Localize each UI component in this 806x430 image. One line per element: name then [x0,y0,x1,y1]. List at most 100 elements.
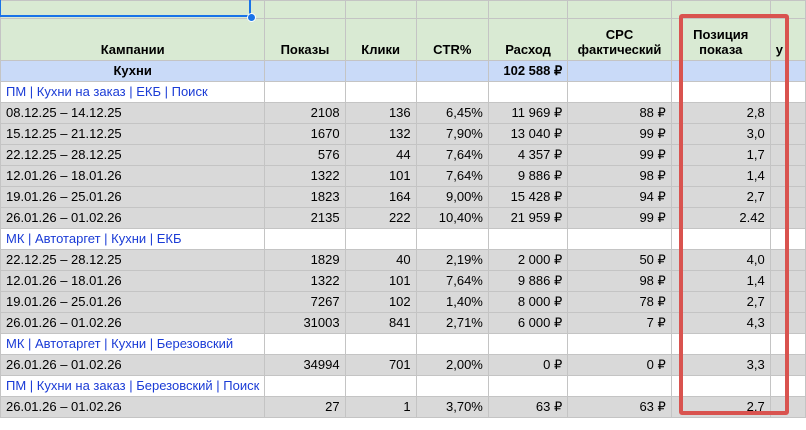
cpc-cell[interactable]: 99 ₽ [567,123,672,145]
cpc-cell[interactable]: 99 ₽ [567,207,672,229]
period-cell[interactable]: 22.12.25 – 28.12.25 [0,249,266,271]
header-extra[interactable]: у [769,18,806,61]
period-cell[interactable]: 22.12.25 – 28.12.25 [0,144,266,166]
spend-cell[interactable]: 8 000 ₽ [487,291,569,313]
campaign-name[interactable]: ПМ | Кухни на заказ | Березовский | Поис… [0,375,266,397]
position-cell[interactable]: 4,3 [670,312,771,334]
impressions-cell[interactable]: 1670 [264,123,346,145]
spend-cell[interactable]: 15 428 ₽ [487,186,569,208]
campaign-name[interactable]: МК | Автотаргет | Кухни | Березовский [0,333,266,355]
ctr-cell[interactable]: 6,45% [415,102,489,124]
position-cell[interactable]: 2.42 [670,207,771,229]
header-campaigns[interactable]: Кампании [0,18,266,61]
header-position[interactable]: Позиция показа [670,18,771,61]
period-cell[interactable]: 19.01.26 – 25.01.26 [0,291,266,313]
clicks-cell[interactable]: 1 [344,396,417,418]
ctr-cell[interactable]: 10,40% [415,207,489,229]
spend-cell[interactable]: 63 ₽ [487,396,569,418]
clicks-cell[interactable]: 101 [344,165,417,187]
period-cell[interactable]: 08.12.25 – 14.12.25 [0,102,266,124]
clicks-cell[interactable]: 101 [344,270,417,292]
impressions-cell[interactable]: 34994 [264,354,346,376]
header-spend[interactable]: Расход [487,18,569,61]
cpc-cell[interactable]: 88 ₽ [567,102,672,124]
ctr-cell[interactable]: 2,19% [415,249,489,271]
spend-cell[interactable]: 4 357 ₽ [487,144,569,166]
period-cell[interactable]: 15.12.25 – 21.12.25 [0,123,266,145]
clicks-cell[interactable]: 40 [344,249,417,271]
position-cell[interactable]: 1,7 [670,144,771,166]
clicks-cell[interactable]: 222 [344,207,417,229]
fill-handle[interactable] [247,13,256,22]
position-cell[interactable]: 2,7 [670,396,771,418]
spend-cell[interactable]: 0 ₽ [487,354,569,376]
position-cell[interactable]: 1,4 [670,165,771,187]
position-cell[interactable]: 1,4 [670,270,771,292]
clicks-cell[interactable]: 102 [344,291,417,313]
impressions-cell[interactable]: 576 [264,144,346,166]
clicks-cell[interactable]: 132 [344,123,417,145]
clicks-cell[interactable]: 841 [344,312,417,334]
position-cell[interactable]: 2,7 [670,291,771,313]
period-cell[interactable]: 26.01.26 – 01.02.26 [0,396,266,418]
cpc-cell[interactable]: 50 ₽ [567,249,672,271]
cpc-cell[interactable]: 98 ₽ [567,165,672,187]
spend-cell[interactable]: 9 886 ₽ [487,165,569,187]
position-cell[interactable]: 2,7 [670,186,771,208]
cpc-cell[interactable]: 99 ₽ [567,144,672,166]
impressions-cell[interactable]: 1322 [264,270,346,292]
impressions-cell[interactable]: 1322 [264,165,346,187]
position-cell[interactable]: 3,3 [670,354,771,376]
impressions-cell[interactable]: 2135 [264,207,346,229]
clicks-cell[interactable]: 164 [344,186,417,208]
position-cell[interactable]: 3,0 [670,123,771,145]
impressions-cell[interactable]: 7267 [264,291,346,313]
period-cell[interactable]: 19.01.26 – 25.01.26 [0,186,266,208]
ctr-cell[interactable]: 7,64% [415,270,489,292]
impressions-cell[interactable]: 1823 [264,186,346,208]
ctr-cell[interactable]: 1,40% [415,291,489,313]
spend-cell[interactable]: 6 000 ₽ [487,312,569,334]
period-cell[interactable]: 12.01.26 – 18.01.26 [0,165,266,187]
ctr-cell[interactable]: 2,00% [415,354,489,376]
impressions-cell[interactable]: 31003 [264,312,346,334]
campaign-name[interactable]: ПМ | Кухни на заказ | ЕКБ | Поиск [0,81,266,103]
spend-cell[interactable]: 11 969 ₽ [487,102,569,124]
spend-cell[interactable]: 13 040 ₽ [487,123,569,145]
header-impressions[interactable]: Показы [264,18,346,61]
header-cpc[interactable]: CPC фактический [567,18,672,61]
group-spend[interactable]: 102 588 ₽ [487,60,569,82]
ctr-cell[interactable]: 3,70% [415,396,489,418]
ctr-cell[interactable]: 7,90% [415,123,489,145]
header-clicks[interactable]: Клики [344,18,417,61]
group-name[interactable]: Кухни [0,60,266,82]
impressions-cell[interactable]: 2108 [264,102,346,124]
position-cell[interactable]: 2,8 [670,102,771,124]
cpc-cell[interactable]: 94 ₽ [567,186,672,208]
position-cell[interactable]: 4,0 [670,249,771,271]
clicks-cell[interactable]: 44 [344,144,417,166]
selected-cell[interactable] [0,0,266,19]
spend-cell[interactable]: 21 959 ₽ [487,207,569,229]
period-cell[interactable]: 12.01.26 – 18.01.26 [0,270,266,292]
period-cell[interactable]: 26.01.26 – 01.02.26 [0,207,266,229]
period-cell[interactable]: 26.01.26 – 01.02.26 [0,312,266,334]
cpc-cell[interactable]: 78 ₽ [567,291,672,313]
cpc-cell[interactable]: 98 ₽ [567,270,672,292]
impressions-cell[interactable]: 1829 [264,249,346,271]
cpc-cell[interactable]: 7 ₽ [567,312,672,334]
ctr-cell[interactable]: 7,64% [415,144,489,166]
header-ctr[interactable]: CTR% [415,18,489,61]
ctr-cell[interactable]: 2,71% [415,312,489,334]
spend-cell[interactable]: 2 000 ₽ [487,249,569,271]
ctr-cell[interactable]: 7,64% [415,165,489,187]
campaign-name[interactable]: МК | Автотаргет | Кухни | ЕКБ [0,228,266,250]
cpc-cell[interactable]: 63 ₽ [567,396,672,418]
impressions-cell[interactable]: 27 [264,396,346,418]
spend-cell[interactable]: 9 886 ₽ [487,270,569,292]
clicks-cell[interactable]: 701 [344,354,417,376]
period-cell[interactable]: 26.01.26 – 01.02.26 [0,354,266,376]
ctr-cell[interactable]: 9,00% [415,186,489,208]
clicks-cell[interactable]: 136 [344,102,417,124]
cpc-cell[interactable]: 0 ₽ [567,354,672,376]
